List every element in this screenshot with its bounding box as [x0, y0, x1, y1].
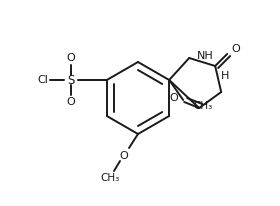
- Text: CH₃: CH₃: [193, 101, 213, 111]
- Text: O: O: [66, 53, 75, 63]
- Text: NH: NH: [197, 51, 214, 61]
- Text: CH₃: CH₃: [100, 173, 120, 183]
- Text: Cl: Cl: [38, 75, 48, 85]
- Text: H: H: [221, 71, 229, 81]
- Text: O: O: [66, 97, 75, 107]
- Text: O: O: [170, 93, 179, 103]
- Text: O: O: [232, 44, 241, 54]
- Text: O: O: [120, 151, 128, 161]
- Text: S: S: [67, 74, 74, 87]
